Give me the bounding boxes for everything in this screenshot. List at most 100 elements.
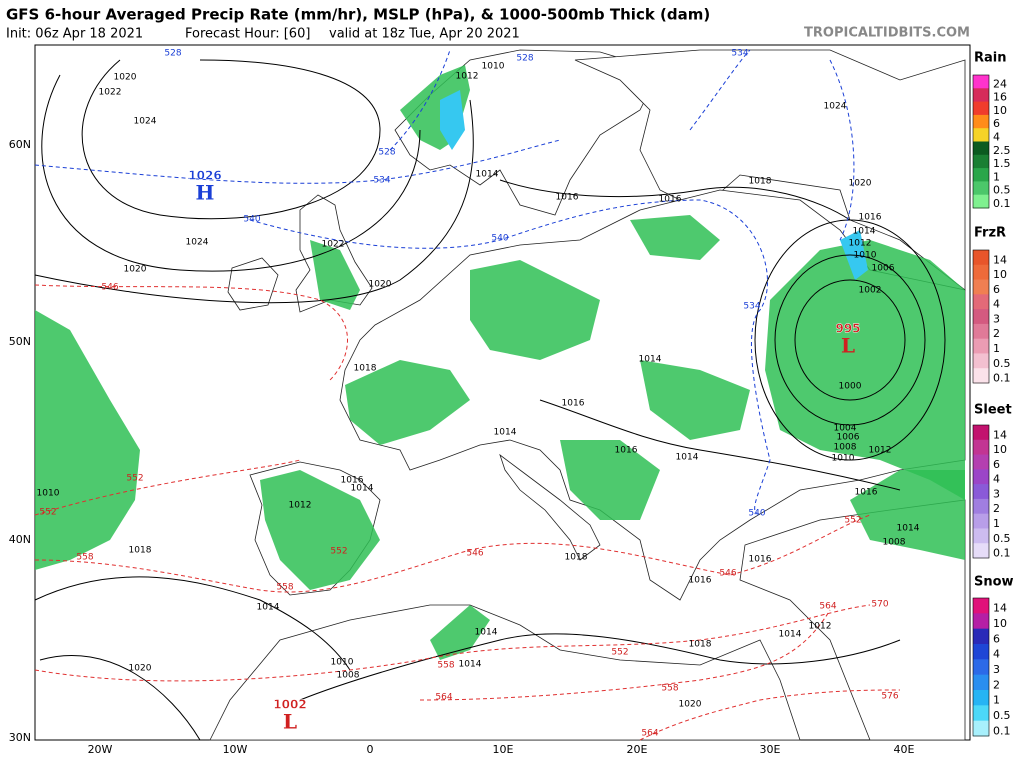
isobar-label: 1024 [824,102,847,112]
thickness-label: 528 [164,49,181,59]
legend-swatch [973,154,989,169]
isobars [34,59,946,741]
isobar-label: 1010 [854,251,877,261]
legend-level: 0.5 [993,532,1011,545]
legend-swatch [973,168,989,182]
legend-swatch [973,613,989,630]
isobar-label: 1016 [659,195,682,205]
thickness-cold [34,49,855,514]
legend-swatch [973,628,989,645]
legend-level: 16 [993,91,1007,104]
isobar-label: 1024 [134,117,157,127]
legend-level: 3 [993,487,1000,500]
forecast-hour: Forecast Hour: [60] [185,27,310,42]
legend-swatch [973,439,989,456]
legend-swatch [973,543,989,559]
legend-swatch [973,250,989,266]
legend-border [972,74,990,209]
lon-label: 0 [367,743,374,756]
isobar-label: 1018 [354,364,377,374]
legend-level: 2 [993,502,1000,515]
pressure-letter: L [283,710,297,734]
isobar-label: 1014 [476,170,499,180]
legend-level: 2 [993,678,1000,691]
isobar-label: 1014 [494,428,517,438]
legend-swatch [973,705,989,722]
thickness-label: 540 [491,234,508,244]
legend-swatch [973,484,989,500]
legend-level: 10 [993,617,1007,630]
legend-border [972,597,990,737]
isobar-label: 1020 [114,73,137,83]
legend-title: Snow [974,575,1014,590]
isobar-label: 1014 [639,355,662,365]
thickness-label: 534 [731,49,748,59]
isobar-label: 1008 [834,443,857,453]
legend-level: 6 [993,117,1000,130]
legend-level: 0.1 [993,197,1011,210]
legend-swatch [973,690,989,706]
legend-swatch [973,674,989,691]
source: TROPICALTIDBITS.COM [804,26,970,41]
legend-level: 0.1 [993,372,1011,385]
thickness-label: 528 [378,148,395,158]
legend-level: 10 [993,268,1007,281]
legend-level: 6 [993,632,1000,645]
thickness-label: 558 [76,553,93,563]
isobar-label: 1014 [853,227,876,237]
isobar-label: 1008 [883,538,906,548]
legend-swatch [973,720,989,737]
isobar-label: 1024 [186,238,209,248]
thickness-label: 546 [719,569,736,579]
lat-label: 50N [9,335,31,348]
thickness-label: 564 [819,602,836,612]
isobar-label: 1018 [689,640,712,650]
isobar-label: 1016 [556,193,579,203]
isobar-label: 1014 [897,524,920,534]
isobar-label: 1018 [565,553,588,563]
legend-level: 10 [993,443,1007,456]
legend-level: 4 [993,131,1000,144]
precipitation [35,65,965,660]
thickness-label: 540 [748,509,765,519]
lon-label: 10E [493,743,514,756]
legend-swatch [973,101,989,116]
thickness-label: 564 [641,729,658,739]
legend-level: 24 [993,77,1007,90]
legend-swatch [973,598,989,614]
isobar-label: 1000 [839,382,862,392]
legend-title: Rain [974,51,1007,66]
thickness-label: 558 [661,684,678,694]
isobar-label: 1012 [809,622,832,632]
thickness-label: 552 [611,648,628,658]
isobar-label: 1020 [849,179,872,189]
legend-swatch [973,141,989,156]
legend-swatch [973,513,989,529]
legend-level: 2.5 [993,144,1011,157]
lat-label: 40N [9,533,31,546]
legend-level: 0.1 [993,547,1011,560]
legend-level: 0.1 [993,724,1011,737]
isobar-label: 1014 [475,628,498,638]
isobar-label: 1016 [859,213,882,223]
legend-swatch [973,88,989,103]
legend-border [972,424,990,559]
thickness-label: 564 [435,693,452,703]
lat-label: 60N [9,138,31,151]
legend-swatch [973,114,989,129]
legend-level: 1 [993,517,1000,530]
thickness-label: 552 [126,474,143,484]
legend-level: 14 [993,602,1007,615]
isobar-label: 1014 [459,660,482,670]
legend-level: 14 [993,428,1007,441]
isobar-label: 1014 [676,453,699,463]
thickness-label: 558 [437,661,454,671]
legend-level: 0.5 [993,709,1011,722]
legend-swatch [973,644,989,660]
thickness-label: 546 [101,283,118,293]
isobar-label: 1012 [869,446,892,456]
isobar-label: 1006 [872,264,895,274]
legend-swatch [973,309,989,325]
legend-swatch [973,368,989,384]
